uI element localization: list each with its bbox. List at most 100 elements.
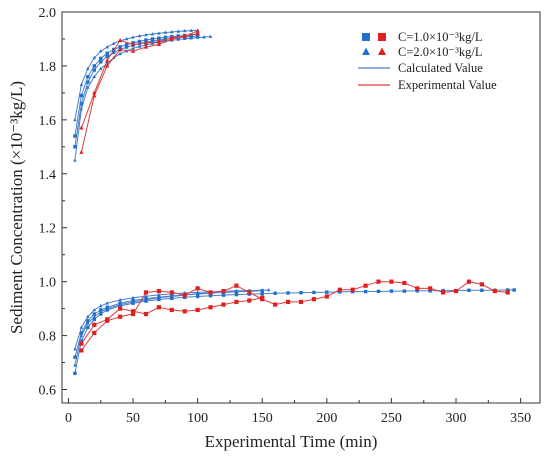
- experimental-data-point: [415, 286, 420, 291]
- experimental-data-point: [143, 40, 149, 45]
- calculated-data-point: [144, 297, 148, 302]
- experimental-data-point: [79, 149, 84, 154]
- calculated-data-point: [79, 82, 84, 87]
- calculated-data-point: [124, 42, 129, 47]
- experimental-data-point: [466, 279, 472, 284]
- calculated-data-point: [79, 93, 84, 98]
- calculated-data-point: [73, 145, 77, 149]
- calculated-data-point: [131, 35, 135, 39]
- calculated-data-point: [260, 288, 264, 292]
- experimental-data-point: [130, 41, 136, 46]
- calculated-data-point: [131, 299, 135, 304]
- calculated-data-point: [99, 309, 103, 314]
- calculated-data-point: [428, 289, 432, 293]
- experimental-data-point: [273, 302, 278, 307]
- calculated-data-point: [150, 41, 155, 45]
- calculated-data-point: [260, 292, 264, 296]
- calculated-data-point: [86, 321, 90, 325]
- y-tick-label: 0.6: [39, 384, 57, 399]
- experimental-data-point: [118, 47, 123, 52]
- calculated-data-point: [73, 117, 77, 122]
- calculated-data-point: [170, 296, 174, 301]
- calculated-data-point: [402, 289, 407, 293]
- calculated-data-point: [73, 347, 77, 351]
- legend-marker-experimental: [378, 47, 386, 56]
- calculated-data-point: [73, 363, 77, 367]
- legend-label: C=2.0×10⁻³kg/L: [398, 45, 483, 59]
- experimental-data-point: [92, 322, 97, 327]
- calculated-data-point: [92, 68, 96, 72]
- calculated-data-point: [118, 298, 122, 302]
- experimental-data-point: [505, 290, 510, 295]
- calculated-data-point: [86, 314, 90, 319]
- calculated-series-line-4: [74, 36, 211, 161]
- calculated-data-point: [221, 293, 226, 297]
- calculated-data-point: [157, 292, 161, 297]
- calculated-data-point: [86, 75, 90, 79]
- calculated-data-point: [157, 36, 161, 40]
- calculated-data-point: [234, 292, 239, 297]
- calculated-data-point: [376, 289, 381, 294]
- calculated-data-point: [99, 303, 103, 308]
- calculated-data-point: [111, 50, 116, 55]
- experimental-data-point: [143, 290, 149, 295]
- experimental-data-point: [260, 295, 265, 300]
- calculated-data-point: [105, 308, 109, 312]
- experimental-data-point: [156, 288, 161, 294]
- calculated-data-point: [105, 51, 109, 55]
- calculated-data-point: [144, 32, 148, 37]
- calculated-data-point: [195, 291, 200, 296]
- x-tick-label: 350: [510, 411, 531, 426]
- experimental-data-point: [105, 317, 110, 322]
- calculated-data-point: [86, 85, 90, 89]
- experimental-data-point: [208, 305, 213, 310]
- x-tick-label: 0: [65, 411, 72, 426]
- experimental-data-point: [130, 311, 136, 317]
- calculated-data-point: [92, 55, 96, 60]
- calculated-data-point: [144, 294, 148, 298]
- calculated-data-point: [338, 290, 342, 294]
- calculated-data-point: [99, 66, 103, 70]
- calculated-data-point: [176, 34, 180, 38]
- calculated-series-line-6: [74, 35, 198, 147]
- calculated-data-point: [208, 293, 213, 298]
- calculated-data-point: [208, 34, 213, 38]
- experimental-data-point: [234, 299, 239, 304]
- y-tick-label: 2.0: [39, 6, 57, 21]
- legend-label: C=1.0×10⁻³kg/L: [398, 30, 483, 44]
- experimental-data-point: [195, 31, 200, 36]
- calculated-data-point: [163, 35, 168, 40]
- experimental-data-point: [389, 279, 394, 284]
- experimental-data-point: [285, 299, 291, 304]
- calculated-data-point: [73, 158, 77, 162]
- calculated-data-point: [176, 29, 180, 33]
- calculated-data-point: [157, 295, 161, 300]
- x-tick-label: 250: [381, 411, 402, 426]
- experimental-data-point: [350, 287, 355, 292]
- calculated-data-point: [92, 312, 96, 316]
- legend-marker-experimental: [378, 33, 386, 41]
- calculated-data-point: [150, 32, 155, 36]
- legend-marker-calculated: [362, 47, 370, 56]
- calculated-data-point: [163, 30, 168, 34]
- experimental-data-point: [79, 341, 84, 346]
- calculated-data-point: [124, 37, 129, 41]
- plot-frame: [61, 11, 541, 404]
- calculated-data-point: [415, 289, 419, 293]
- calculated-data-point: [99, 60, 103, 64]
- calculated-data-point: [195, 294, 200, 299]
- calculated-data-point: [363, 289, 368, 294]
- experimental-data-point: [324, 294, 329, 299]
- calculated-data-point: [480, 288, 484, 292]
- calculated-data-point: [512, 288, 516, 292]
- experimental-data-point: [143, 44, 149, 49]
- experimental-data-point: [234, 283, 239, 288]
- y-tick-label: 1.8: [39, 60, 57, 75]
- calculated-data-point: [299, 291, 303, 295]
- calculated-data-point: [389, 289, 394, 293]
- calculated-data-point: [183, 295, 187, 299]
- calculated-data-point: [183, 28, 187, 33]
- y-tick-label: 1.4: [39, 168, 57, 183]
- calculated-data-point: [273, 291, 277, 295]
- experimental-data-point: [428, 286, 433, 291]
